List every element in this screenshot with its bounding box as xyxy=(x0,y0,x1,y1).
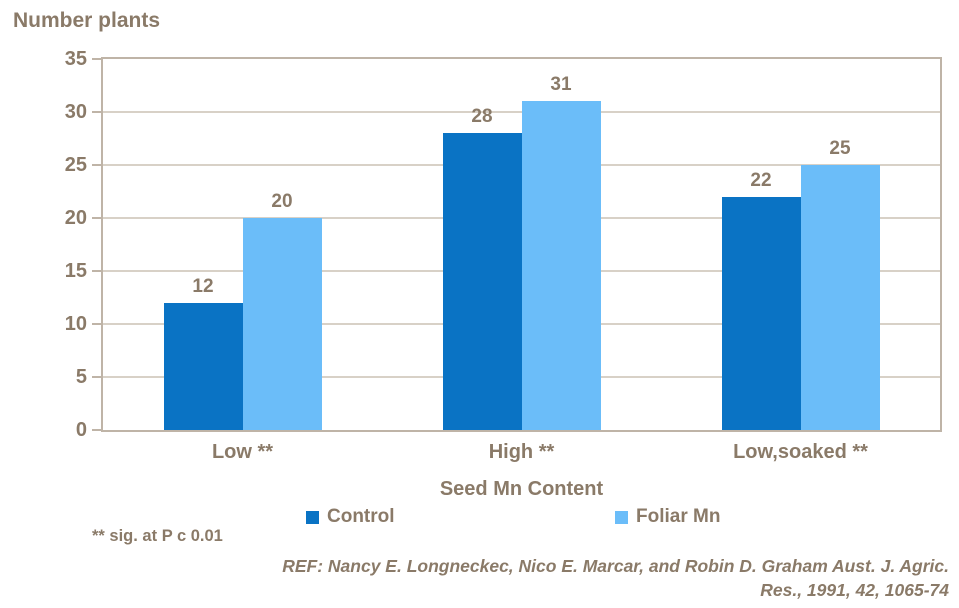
bar-value-label: 20 xyxy=(271,191,293,212)
y-axis-tick-label-5: 5 xyxy=(75,366,87,388)
y-axis-tick-mark xyxy=(92,164,101,166)
bar-foliar-mn-2 xyxy=(521,101,601,430)
y-axis-tick-mark xyxy=(92,217,101,219)
reference-line-1: REF: Nancy E. Longneckec, Nico E. Marcar… xyxy=(282,556,949,576)
reference-line-2: Res., 1991, 42, 1065-74 xyxy=(760,580,949,600)
category-label-2: High ** xyxy=(488,441,555,463)
y-axis-tick-label-10: 10 xyxy=(64,313,87,335)
category-label-3: Low,soaked ** xyxy=(733,441,868,463)
bar-control-1 xyxy=(163,302,243,430)
legend-label: Foliar Mn xyxy=(636,506,721,527)
y-axis-tick-mark xyxy=(92,111,101,113)
bar-control-2 xyxy=(442,133,522,430)
bar-value-label: 31 xyxy=(550,74,572,96)
bar-value-label: 25 xyxy=(829,138,851,159)
y-axis-tick-label-25: 25 xyxy=(64,154,87,176)
legend-item-control: Control xyxy=(306,506,395,528)
bar-value-label: 28 xyxy=(471,106,493,128)
legend-swatch xyxy=(615,510,628,524)
x-axis-title: Seed Mn Content xyxy=(439,478,604,500)
bar-foliar-mn-1 xyxy=(242,218,322,430)
y-axis-tick-label-0: 0 xyxy=(75,419,87,441)
y-axis-tick-mark xyxy=(92,429,101,431)
legend-label: Control xyxy=(327,506,395,527)
y-axis-tick-label-35: 35 xyxy=(64,48,87,70)
bar-value-label: 22 xyxy=(750,169,772,191)
chart-title: Number plants xyxy=(13,9,161,32)
legend-item-foliar-mn: Foliar Mn xyxy=(615,506,720,528)
plot-area: 12 20 28 31 22 25 xyxy=(101,57,942,432)
y-axis-tick-label-30: 30 xyxy=(64,101,87,123)
legend-swatch xyxy=(306,510,319,524)
bar-control-3 xyxy=(721,196,801,430)
y-axis-tick-mark xyxy=(92,58,101,60)
y-axis-tick-mark xyxy=(92,376,101,378)
y-axis-tick-label-20: 20 xyxy=(64,207,87,229)
bar-foliar-mn-3 xyxy=(800,165,880,430)
significance-footnote: ** sig. at P c 0.01 xyxy=(92,527,223,545)
y-axis-tick-mark xyxy=(92,270,101,272)
reference-citation: REF: Nancy E. Longneckec, Nico E. Marcar… xyxy=(282,554,949,602)
category-label-1: Low ** xyxy=(211,441,274,463)
bar-value-label: 12 xyxy=(192,275,214,297)
y-axis-tick-mark xyxy=(92,323,101,325)
y-axis-tick-label-15: 15 xyxy=(64,260,87,282)
